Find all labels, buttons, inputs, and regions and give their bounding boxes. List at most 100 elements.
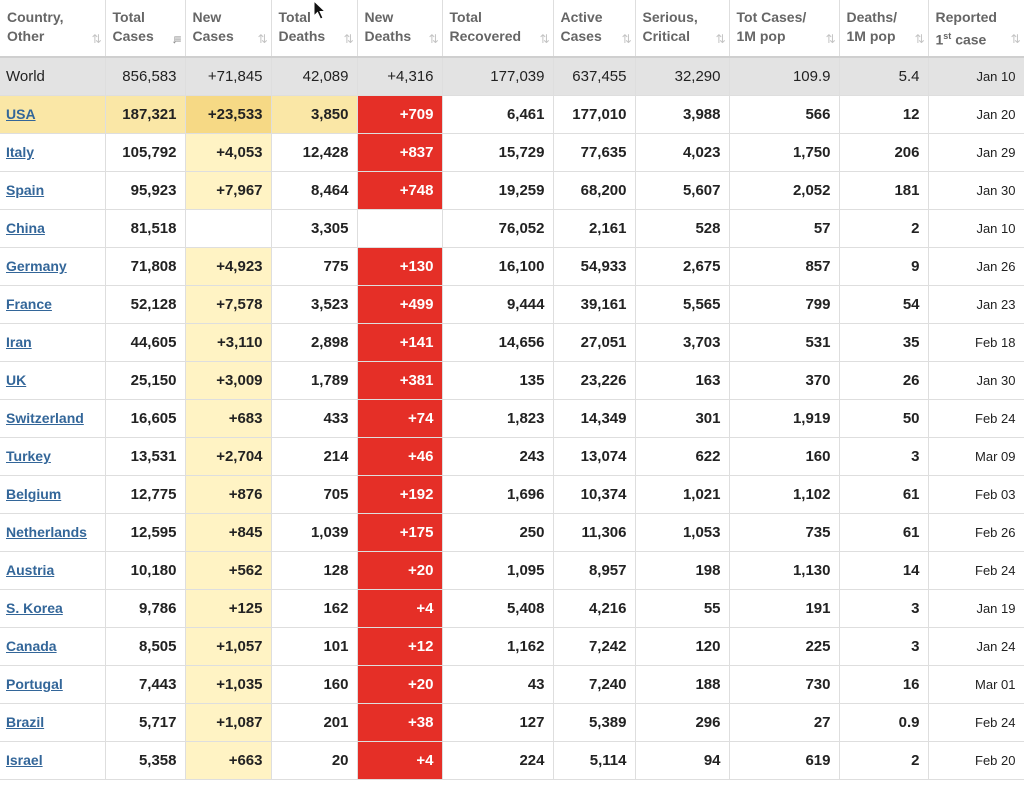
cell-total-cases: 856,583 xyxy=(105,57,186,96)
header-line1: Country, xyxy=(7,9,64,25)
table-row: Israel 5,358 +663 20 +4 224 5,114 94 619 2 Feb 20 xyxy=(0,741,1024,780)
column-header-reported-first-case[interactable]: Reported 1st case ⇅ xyxy=(928,0,1024,58)
sort-icon[interactable]: ⇅ xyxy=(257,32,267,46)
sort-icon[interactable]: ⇅ xyxy=(1010,32,1020,46)
sort-icon[interactable]: ⇅ xyxy=(91,32,101,46)
cell-deaths-per-1m: 35 xyxy=(839,323,929,362)
country-link[interactable]: Iran xyxy=(6,334,32,350)
cell-country: Israel xyxy=(0,741,106,780)
cell-total-cases: 5,358 xyxy=(105,741,186,780)
country-link[interactable]: Spain xyxy=(6,182,45,198)
cell-total-deaths: 20 xyxy=(271,741,358,780)
cell-total-deaths: 214 xyxy=(271,437,358,476)
cell-total-recovered: 6,461 xyxy=(442,95,554,134)
sort-icon[interactable]: ⇅ xyxy=(539,32,549,46)
cell-new-deaths: +38 xyxy=(357,703,443,742)
cell-active-cases: 8,957 xyxy=(553,551,636,590)
cell-total-deaths: 101 xyxy=(271,627,358,666)
cell-active-cases: 68,200 xyxy=(553,171,636,210)
column-header-total-recovered[interactable]: Total Recovered ⇅ xyxy=(442,0,554,58)
header-line2: Cases xyxy=(560,28,602,44)
column-header-tot-cases-per-1m[interactable]: Tot Cases/1M pop ⇅ xyxy=(729,0,840,58)
cell-new-deaths: +499 xyxy=(357,285,443,324)
cell-serious-critical: 188 xyxy=(635,665,730,704)
cell-total-cases: 13,531 xyxy=(105,437,186,476)
column-header-new-deaths[interactable]: New Deaths ⇅ xyxy=(357,0,443,58)
cell-serious-critical: 528 xyxy=(635,209,730,248)
cell-new-deaths: +4,316 xyxy=(357,57,443,96)
cell-total-recovered: 135 xyxy=(442,361,554,400)
cell-serious-critical: 622 xyxy=(635,437,730,476)
cell-new-deaths: +192 xyxy=(357,475,443,514)
country-link[interactable]: Austria xyxy=(6,562,55,578)
cell-total-recovered: 16,100 xyxy=(442,247,554,286)
country-link[interactable]: Switzerland xyxy=(6,410,84,426)
cell-serious-critical: 4,023 xyxy=(635,133,730,172)
cell-new-cases: +23,533 xyxy=(185,95,272,134)
cell-deaths-per-1m: 26 xyxy=(839,361,929,400)
column-header-deaths-per-1m[interactable]: Deaths/1M pop ⇅ xyxy=(839,0,929,58)
cell-new-cases: +7,967 xyxy=(185,171,272,210)
cell-total-deaths: 3,523 xyxy=(271,285,358,324)
cell-total-recovered: 9,444 xyxy=(442,285,554,324)
cell-active-cases: 2,161 xyxy=(553,209,636,248)
cell-total-deaths: 1,039 xyxy=(271,513,358,552)
country-link[interactable]: S. Korea xyxy=(6,600,63,616)
cell-total-cases: 81,518 xyxy=(105,209,186,248)
table-row: Germany 71,808 +4,923 775 +130 16,100 54,933 2,… xyxy=(0,247,1024,286)
country-link[interactable]: UK xyxy=(6,372,27,388)
cell-total-cases: 71,808 xyxy=(105,247,186,286)
sort-icon[interactable]: ↓≡ xyxy=(171,32,181,46)
header-line2: Critical xyxy=(642,28,690,44)
cell-country: Brazil xyxy=(0,703,106,742)
table-row: USA 187,321 +23,533 3,850 +709 6,461 177,010 3,… xyxy=(0,95,1024,134)
cell-total-cases: 8,505 xyxy=(105,627,186,666)
country-link[interactable]: France xyxy=(6,296,52,312)
cell-total-deaths: 3,850 xyxy=(271,95,358,134)
header-line2: Deaths xyxy=(278,28,326,44)
sort-icon[interactable]: ⇅ xyxy=(914,32,924,46)
cell-reported-first-case: Mar 01 xyxy=(928,665,1024,704)
country-link[interactable]: USA xyxy=(6,106,36,122)
cell-reported-first-case: Feb 20 xyxy=(928,741,1024,780)
cell-new-deaths: +20 xyxy=(357,665,443,704)
sort-icon[interactable]: ⇅ xyxy=(428,32,438,46)
header-line2: Cases xyxy=(192,28,234,44)
column-header-active-cases[interactable]: Active Cases ⇅ xyxy=(553,0,636,58)
country-link[interactable]: Canada xyxy=(6,638,57,654)
sort-icon[interactable]: ⇅ xyxy=(715,32,725,46)
country-link[interactable]: China xyxy=(6,220,45,236)
column-header-new-cases[interactable]: New Cases ⇅ xyxy=(185,0,272,58)
cell-new-deaths: +141 xyxy=(357,323,443,362)
cell-serious-critical: 94 xyxy=(635,741,730,780)
country-link[interactable]: Belgium xyxy=(6,486,62,502)
header-line2: 1M pop xyxy=(846,28,896,44)
country-link[interactable]: Turkey xyxy=(6,448,51,464)
country-link[interactable]: Italy xyxy=(6,144,35,160)
header-line1: Reported xyxy=(935,9,997,25)
sort-icon[interactable]: ⇅ xyxy=(825,32,835,46)
column-header-serious-critical[interactable]: Serious, Critical ⇅ xyxy=(635,0,730,58)
column-header-country[interactable]: Country, Other ⇅ xyxy=(0,0,106,58)
table-row: Spain 95,923 +7,967 8,464 +748 19,259 68,200 5,… xyxy=(0,171,1024,210)
cell-tot-cases-per-1m: 109.9 xyxy=(729,57,840,96)
cell-serious-critical: 5,607 xyxy=(635,171,730,210)
cell-serious-critical: 3,988 xyxy=(635,95,730,134)
cell-new-cases: +3,110 xyxy=(185,323,272,362)
column-header-total-cases[interactable]: Total Cases ↓≡ xyxy=(105,0,186,58)
country-link[interactable]: Netherlands xyxy=(6,524,87,540)
header-line2: 1M pop xyxy=(736,28,786,44)
sort-icon[interactable]: ⇅ xyxy=(343,32,353,46)
sort-icon[interactable]: ⇅ xyxy=(621,32,631,46)
table-row: Portugal 7,443 +1,035 160 +20 43 7,240 188 730 16… xyxy=(0,665,1024,704)
cell-total-cases: 25,150 xyxy=(105,361,186,400)
cell-new-deaths: +381 xyxy=(357,361,443,400)
cell-active-cases: 10,374 xyxy=(553,475,636,514)
country-link[interactable]: Portugal xyxy=(6,676,63,692)
country-link[interactable]: Germany xyxy=(6,258,67,274)
cell-active-cases: 177,010 xyxy=(553,95,636,134)
table-header-row: Country, Other ⇅ Total Cases ↓≡ New Cases ⇅ Total… xyxy=(0,0,1024,58)
country-link[interactable]: Brazil xyxy=(6,714,45,730)
cell-tot-cases-per-1m: 735 xyxy=(729,513,840,552)
country-link[interactable]: Israel xyxy=(6,752,43,768)
